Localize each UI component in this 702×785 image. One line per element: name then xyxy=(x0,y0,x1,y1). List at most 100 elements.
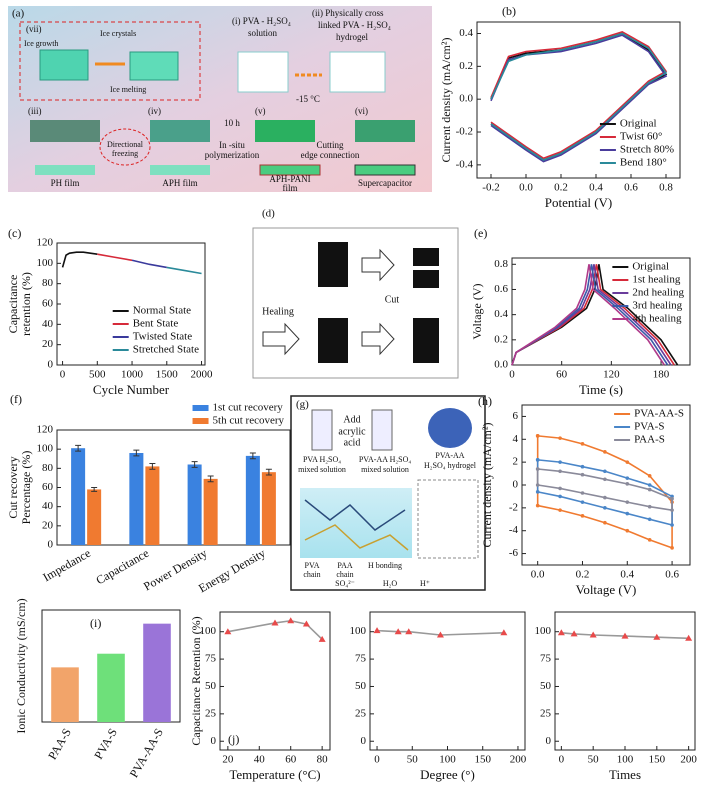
legend-label: Original xyxy=(620,118,657,130)
diagram-label: chain xyxy=(303,570,320,579)
x-tick-label: 2000 xyxy=(191,369,214,381)
legend-label: Twisted State xyxy=(133,331,193,343)
error-bar xyxy=(75,444,82,452)
x-tick-label: PVA-AA-S xyxy=(127,726,166,780)
error-bar xyxy=(265,468,272,476)
legend-label: Bent State xyxy=(133,318,179,330)
plot-frame xyxy=(521,404,691,566)
diagram-label: Supercapacitor xyxy=(358,178,412,188)
bar xyxy=(245,455,260,545)
diagram-label: edge connection xyxy=(301,150,360,160)
x-tick-label: 0.2 xyxy=(554,182,568,194)
marker xyxy=(558,486,562,491)
diagram-label: (iii) xyxy=(28,106,42,116)
series-line xyxy=(536,468,673,512)
diagram-label: mixed solution xyxy=(361,465,409,474)
bar xyxy=(87,489,102,545)
marker xyxy=(621,632,629,639)
chain xyxy=(304,499,406,531)
diagram-label: Ice crystals xyxy=(100,29,136,38)
y-tick-label: 100 xyxy=(535,625,552,637)
arrow xyxy=(361,322,395,356)
zoom-box xyxy=(417,479,479,559)
panel-g xyxy=(290,395,486,591)
marker xyxy=(373,627,381,634)
y-axis-label: Percentage (%) xyxy=(19,451,33,525)
marker xyxy=(647,487,652,492)
marker xyxy=(580,514,585,518)
x-axis-label: Potential (V) xyxy=(545,195,613,210)
sample xyxy=(413,270,439,288)
diagram-label: H bonding xyxy=(368,561,402,570)
film-strip xyxy=(150,165,210,175)
series-line xyxy=(511,264,665,366)
legend-label: Original xyxy=(632,261,669,273)
y-tick-label: 0.8 xyxy=(494,258,508,270)
x-tick-label: Impedance xyxy=(40,546,93,584)
marker xyxy=(603,477,607,482)
diagram-label: H₂O xyxy=(383,579,398,588)
diagram-label: Healing xyxy=(262,306,294,317)
x-tick-label: 120 xyxy=(603,369,620,381)
series-line xyxy=(490,32,668,161)
marker xyxy=(224,628,232,635)
y-axis-label: Current density (mA/cm²) xyxy=(439,38,453,163)
diagram-label: linked PVA - H₂SO₄ xyxy=(318,20,391,30)
marker xyxy=(535,483,540,487)
solution-box xyxy=(237,51,289,93)
diagram-label: (v) xyxy=(255,106,266,116)
marker xyxy=(603,495,607,500)
marker xyxy=(625,500,630,504)
y-tick-label: 0 xyxy=(211,735,217,747)
bar xyxy=(261,472,276,545)
y-tick-label: 0.6 xyxy=(494,283,508,295)
y-tick-label: -2 xyxy=(509,501,518,513)
ice-block xyxy=(39,49,89,81)
bottle xyxy=(311,409,333,451)
bar xyxy=(129,453,144,545)
error-bar xyxy=(249,452,256,460)
marker xyxy=(625,511,630,516)
legend-label: 2nd healing xyxy=(632,287,684,299)
x-tick-label: 500 xyxy=(89,369,106,381)
marker xyxy=(580,500,585,504)
panel-label: (h) xyxy=(478,394,492,408)
y-tick-label: 60 xyxy=(42,481,54,493)
marker xyxy=(558,508,562,512)
film-block xyxy=(355,120,415,142)
panel-label: (b) xyxy=(502,4,516,18)
diagram-label: hydrogel xyxy=(336,32,368,42)
marker xyxy=(625,460,630,464)
marker xyxy=(670,496,674,501)
marker xyxy=(670,508,674,512)
y-tick-label: 40 xyxy=(42,318,54,330)
film-block xyxy=(150,120,210,142)
panel-label: (j) xyxy=(228,732,239,746)
x-tick-label: 0.2 xyxy=(576,569,590,581)
marker xyxy=(500,629,508,636)
diagram-label: APH-PANI xyxy=(269,174,310,184)
diagram-label: chain xyxy=(336,570,353,579)
x-axis-label: Cycle Number xyxy=(93,382,170,397)
panel-label: (i) xyxy=(90,616,101,630)
highlight xyxy=(99,128,151,166)
plot-frame xyxy=(511,257,691,366)
marker xyxy=(580,472,585,477)
x-tick-label: 0.4 xyxy=(620,569,634,581)
y-tick-label: 75 xyxy=(355,653,367,665)
panel-label: (e) xyxy=(474,226,487,240)
diagram-label: 10 h xyxy=(224,118,240,128)
marker xyxy=(302,620,310,627)
diagram-label: SO₄²⁻ xyxy=(335,579,355,588)
diagram-label: (d) xyxy=(262,208,275,220)
y-tick-label: 75 xyxy=(205,653,217,665)
y-tick-label: 0.4 xyxy=(494,308,508,320)
marker xyxy=(603,469,607,474)
y-axis-label: Voltage (V) xyxy=(470,283,484,339)
film-strip xyxy=(354,164,416,176)
marker xyxy=(603,520,607,525)
